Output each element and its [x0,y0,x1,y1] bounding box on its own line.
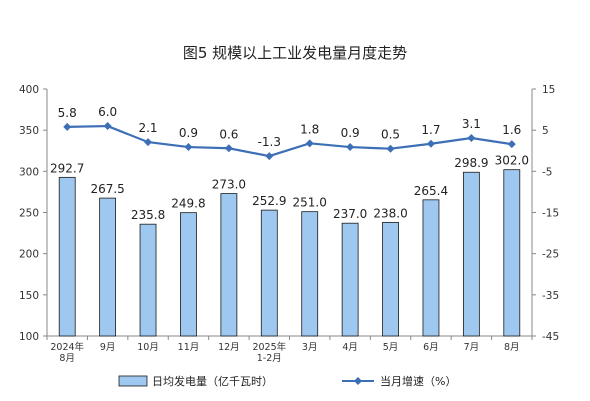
bar-value-label: 298.9 [454,156,488,170]
bar [462,171,480,337]
line-value-label: 1.7 [421,123,440,137]
line-value-label: 3.1 [462,117,481,131]
bar-value-label: 273.0 [212,178,246,192]
x-tick-label: 8月 [59,353,75,364]
line-value-label: 0.9 [341,126,360,140]
bar-series [58,169,521,337]
bar [422,199,440,337]
x-tick-label: 3月 [302,342,318,353]
bar-value-label: 267.5 [90,182,124,196]
y-right-tick-label: -35 [542,290,559,302]
bar-value-label: 265.4 [414,184,448,198]
bar-value-label: 302.0 [495,154,529,168]
line-labels: 5.8 6.0 2.1 0.9 0.6 -1.3 1.8 0.9 0.5 1.7 3.1 1.6 [58,105,522,149]
line-marker [467,133,476,142]
x-tick-label: 2025年 [252,341,286,353]
legend-line-marker [354,377,362,385]
line-value-label: 1.8 [300,122,319,136]
line-value-label: 1.6 [502,123,521,137]
bar-value-label: 249.8 [171,197,205,211]
legend-bar-label: 日均发电量（亿千瓦时） [152,374,273,388]
line-marker [426,139,435,148]
y-left-tick-label: 250 [19,208,39,220]
y-right-tick-label: 15 [542,84,555,96]
bar [503,169,521,337]
bar [382,221,399,337]
bar-value-label: 237.0 [333,207,367,221]
line-marker [103,122,112,131]
y-right-tick-label: -25 [542,249,559,261]
line-marker [265,152,274,161]
bar [301,211,319,337]
x-tick-label: 9月 [100,342,116,353]
line-value-label: 6.0 [98,105,117,119]
x-tick-label: 11月 [178,342,200,353]
line-marker [346,143,355,152]
bar [139,223,157,337]
y-right-ticks: -45 -35 -25 -15 -5 5 15 [532,84,559,343]
line-marker [305,139,314,148]
line-marker [184,143,193,152]
line-marker [507,140,516,149]
bar-value-label: 292.7 [50,161,84,175]
line-value-label: 0.9 [179,126,198,140]
bar-value-label: 235.8 [131,208,165,222]
x-tick-label: 10月 [137,342,159,353]
x-tick-label: 4月 [342,342,358,353]
bar-labels: 292.7 267.5 235.8 249.8 273.0 252.9 251.0 237.0… [50,154,529,223]
line-value-label: 0.6 [219,127,238,141]
chart-title: 图5 规模以上工业发电量月度走势 [183,44,407,62]
line-value-label: 5.8 [58,106,77,120]
bar-value-label: 238.0 [373,206,407,220]
line-series [63,122,516,161]
bar [341,222,359,337]
y-left-tick-label: 300 [19,166,39,178]
x-tick-label: 8月 [504,342,520,353]
y-right-tick-label: 5 [542,125,549,137]
bar [58,176,76,337]
y-right-tick-label: -5 [542,166,552,178]
bar-value-label: 252.9 [252,194,286,208]
line-marker [224,144,233,153]
line-marker [386,144,395,153]
y-left-tick-label: 200 [19,249,39,261]
bar [180,212,197,337]
line-value-label: 2.1 [138,121,157,135]
y-left-tick-label: 400 [19,84,39,96]
bar [220,193,238,337]
y-left-tick-label: 350 [19,125,39,137]
line-value-label: -1.3 [258,135,281,149]
x-tick-label: 2024年 [50,341,84,353]
y-right-tick-label: -15 [542,208,559,220]
x-tick-label: 6月 [423,342,439,353]
legend-line-label: 当月增速（%） [380,374,456,388]
legend: 日均发电量（亿千瓦时） 当月增速（%） [118,374,456,388]
y-left-tick-label: 150 [19,290,39,302]
x-tick-label: 12月 [218,342,240,353]
y-left-ticks: 100 150 200 250 300 350 400 [19,84,47,343]
x-tick-label: 5月 [383,342,399,353]
x-tick-label: 1-2月 [257,353,282,364]
x-tick-label: 7月 [464,342,480,353]
line-marker [63,122,72,131]
bar [260,209,278,337]
bar [99,197,117,337]
line-marker [144,138,153,147]
y-left-tick-label: 100 [19,331,39,343]
bar-value-label: 251.0 [293,196,327,210]
growth-line [67,124,512,158]
legend-bar-swatch [118,375,148,387]
y-right-tick-label: -45 [542,331,559,343]
line-value-label: 0.5 [381,128,400,142]
